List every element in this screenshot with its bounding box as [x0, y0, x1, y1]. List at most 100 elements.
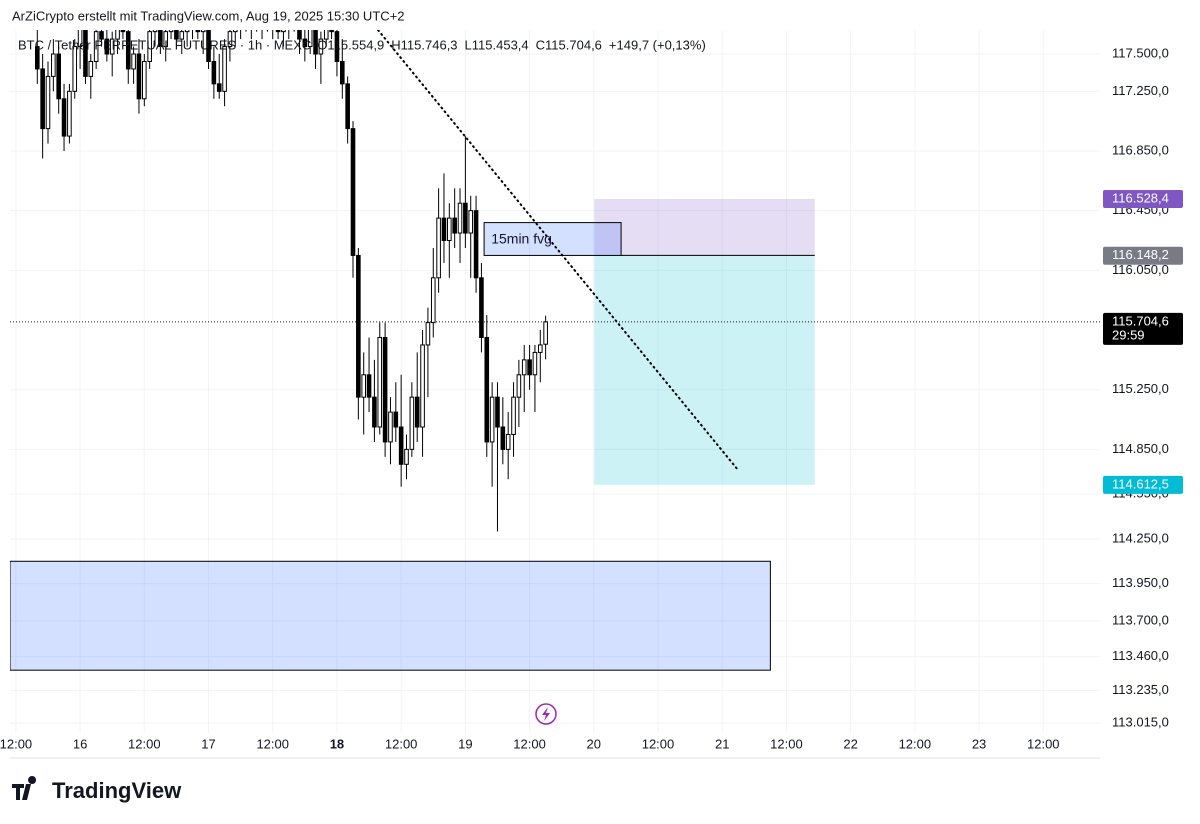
candle-body	[425, 322, 431, 346]
y-tick-label: 115.250,0	[1112, 381, 1169, 396]
candle-body	[350, 128, 356, 256]
y-tick-label: 116.050,0	[1112, 262, 1169, 277]
x-tick-label: 12:00	[770, 736, 803, 751]
price-label-box	[1103, 475, 1183, 494]
candle-body	[511, 396, 516, 435]
candle-body	[227, 31, 233, 48]
x-tick-label: 12:00	[899, 736, 932, 751]
candle-body	[382, 336, 388, 443]
candle-body	[323, 30, 329, 40]
x-tick-label: 12:00	[513, 736, 546, 751]
candle-body	[281, 30, 286, 33]
candle-body	[441, 217, 447, 242]
y-tick-label: 113.700,0	[1112, 612, 1169, 627]
y-tick-label: 113.460,0	[1112, 648, 1169, 663]
x-tick-label: 12:00	[1027, 736, 1060, 751]
candle-body	[200, 30, 206, 33]
price-label: 116.148,2	[1112, 247, 1169, 262]
price-label: 116.528,4	[1112, 190, 1169, 205]
candle-body	[500, 426, 506, 450]
candle-body	[543, 321, 548, 345]
candle-body	[361, 374, 367, 398]
candle-body	[83, 30, 88, 77]
price-label: 115.704,6	[1112, 313, 1169, 328]
ohlc-value: +149,7 (+0,13%)	[609, 37, 706, 52]
candle-body	[495, 396, 500, 428]
candle-body	[334, 31, 340, 62]
y-tick-label: 113.235,0	[1112, 682, 1169, 697]
candle-body	[45, 75, 51, 130]
x-tick-label: 22	[843, 736, 857, 751]
candle-body	[51, 53, 56, 77]
candle-body	[297, 30, 302, 40]
candle-body	[93, 31, 99, 62]
candle-body	[88, 60, 94, 77]
candle-body	[168, 30, 174, 33]
x-tick-label: 17	[201, 736, 215, 751]
ohlc-value: L115.453,4	[465, 37, 529, 52]
candle-body	[420, 344, 425, 428]
candle-body	[72, 46, 78, 92]
candle-body	[99, 31, 104, 40]
candle-body	[388, 411, 393, 443]
candle-body	[398, 426, 404, 465]
candle-body	[484, 336, 490, 443]
candle-body	[147, 31, 152, 62]
overlay: 12:00 16 12:00 17 12:00 18 12:00 19 12:00 20 12:00…	[0, 37, 1183, 751]
candle-body	[163, 31, 169, 48]
candle-body	[34, 46, 40, 70]
candle-body	[313, 30, 318, 55]
candle-body	[537, 344, 543, 353]
y-tick-label: 116.850,0	[1112, 142, 1169, 157]
stop-zone	[594, 198, 815, 256]
candle-body	[409, 396, 415, 450]
candle-body	[40, 68, 45, 130]
candle-body	[222, 46, 227, 92]
x-tick-label: 18	[330, 736, 344, 751]
candle-body	[414, 396, 420, 428]
candle-body	[142, 60, 147, 100]
candle-body	[67, 90, 72, 137]
drawings	[10, 30, 1100, 671]
price-label: 114.612,5	[1112, 476, 1169, 491]
candle-body	[436, 217, 441, 279]
candle-body	[447, 217, 452, 242]
candle-body	[136, 53, 142, 100]
candle-body	[404, 448, 409, 465]
candle-body	[120, 30, 126, 33]
candle-body	[489, 396, 495, 443]
candle-body	[158, 30, 163, 48]
candle-body	[195, 30, 201, 33]
candle-body	[179, 31, 185, 40]
price-label-box	[1103, 189, 1183, 208]
candle-body	[473, 210, 479, 279]
candle-body	[356, 254, 361, 398]
y-tick-label: 113.950,0	[1112, 575, 1169, 590]
candle-body	[527, 359, 532, 376]
candle-body	[174, 30, 179, 40]
candle-body	[109, 38, 115, 55]
candle-body	[366, 374, 372, 398]
x-tick-label: 12:00	[128, 736, 161, 751]
x-tick-label: 12:00	[0, 736, 32, 751]
candle-body	[345, 83, 350, 130]
candle-body	[457, 202, 463, 234]
candle-body	[377, 336, 383, 428]
candle-body	[393, 411, 399, 428]
ohlc-value: O115.554,9	[317, 37, 384, 52]
demand-zone	[10, 560, 771, 671]
target-zone	[594, 255, 815, 485]
ohlc-value: C115.704,6	[536, 37, 602, 52]
symbol: BTC / Tether PERPETUAL FUTURES · 1h · ME…	[18, 37, 311, 52]
candle-body	[463, 202, 468, 234]
candle-body	[131, 53, 136, 70]
candle-body	[339, 60, 345, 85]
brand: TradingView	[52, 778, 182, 803]
candle-body	[184, 30, 190, 33]
x-tick-label: 16	[73, 736, 87, 751]
candle-body	[521, 359, 527, 376]
candle-body	[275, 30, 281, 33]
